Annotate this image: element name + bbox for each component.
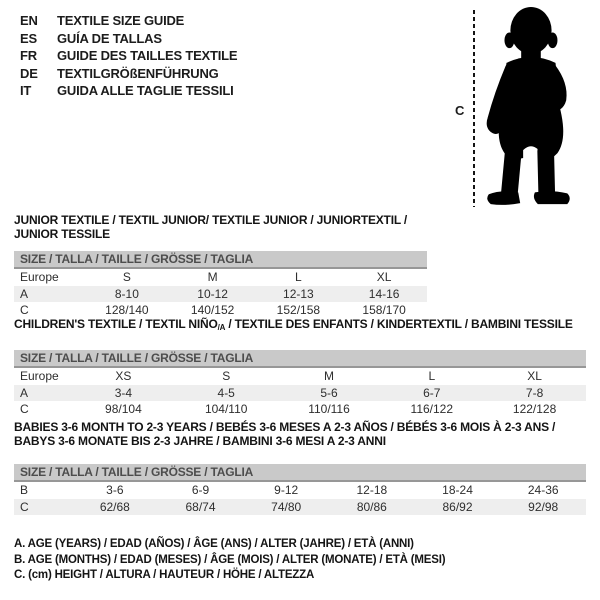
size-header-bar: SIZE / TALLA / TAILLE / GRÖSSE / TAGLIA	[14, 251, 427, 269]
size-header-label: SIZE / TALLA / TAILLE / GRÖSSE / TAGLIA	[20, 465, 254, 479]
language-title: GUIDE DES TAILLES TEXTILE	[57, 48, 238, 63]
table-row: C 98/104 104/110 110/116 116/122 122/128	[14, 401, 586, 418]
cell: 14-16	[368, 286, 400, 301]
note-c: C. (cm) HEIGHT / ALTURA / HAUTEUR / HÖHE…	[14, 569, 315, 581]
title-subscript: /A	[217, 323, 226, 332]
cell: 10-12	[197, 286, 228, 301]
row-label: Europe	[20, 270, 59, 285]
cell: 24-36	[527, 483, 559, 498]
cell: XL	[376, 270, 392, 285]
cell: 5-6	[320, 385, 338, 400]
cell: S	[222, 369, 231, 384]
table-row: A 8-10 10-12 12-13 14-16	[14, 285, 427, 302]
language-code: EN	[20, 13, 38, 28]
language-title: TEXTILGRÖßENFÜHRUNG	[57, 65, 219, 81]
language-row-de: DE TEXTILGRÖßENFÜHRUNG	[20, 65, 237, 83]
row-label: C	[20, 499, 29, 514]
legend-notes: A. AGE (YEARS) / EDAD (AÑOS) / ÂGE (ANS)…	[14, 537, 446, 584]
table-row: C 128/140 140/152 152/158 158/170	[14, 302, 427, 319]
language-row-en: EN TEXTILE SIZE GUIDE	[20, 12, 237, 30]
cell: 12-18	[356, 483, 388, 498]
language-list: EN TEXTILE SIZE GUIDE ES GUÍA DE TALLAS …	[20, 12, 238, 100]
language-code: FR	[20, 48, 37, 63]
language-title: TEXTILE SIZE GUIDE	[57, 13, 185, 28]
cell: 80/86	[356, 499, 387, 514]
cell: XS	[115, 369, 132, 384]
table-row: C 62/68 68/74 74/80 80/86 86/92 92/98	[14, 498, 586, 515]
size-table-junior: JUNIOR TEXTILE / TEXTIL JUNIOR/ TEXTILE …	[14, 213, 427, 319]
cell: 6-9	[191, 483, 210, 498]
row-label: Europe	[20, 369, 59, 384]
row-label: B	[20, 483, 29, 498]
language-code: DE	[20, 65, 38, 81]
cell: 104/110	[204, 402, 248, 417]
table-row: Europe S M L XL	[14, 269, 427, 286]
cell: 7-8	[525, 385, 544, 400]
language-code: ES	[20, 30, 37, 46]
table-row: Europe XS S M L XL	[14, 368, 586, 385]
cell: 74/80	[271, 499, 302, 514]
table-title-junior: JUNIOR TEXTILE / TEXTIL JUNIOR/ TEXTILE …	[14, 213, 408, 241]
language-title: GUÍA DE TALLAS	[57, 30, 162, 46]
size-table-babies: BABIES 3-6 MONTH TO 2-3 YEARS / BEBÉS 3-…	[14, 420, 586, 515]
cell: 9-12	[274, 483, 299, 498]
cell: XL	[527, 369, 542, 384]
language-row-es: ES GUÍA DE TALLAS	[20, 30, 237, 48]
cell: 86/92	[442, 499, 473, 514]
title-text: CHILDREN'S TEXTILE / TEXTIL NIÑO	[14, 317, 218, 331]
cell: 3-6	[106, 483, 124, 498]
title-line-2: BABYS 3-6 MONATE BIS 2-3 JAHRE / BAMBINI…	[14, 434, 386, 448]
cell: 98/104	[105, 402, 142, 417]
table-title-children: CHILDREN'S TEXTILE / TEXTIL NIÑO/A / TEX…	[14, 317, 586, 335]
row-label: A	[20, 385, 29, 400]
cell: 92/98	[528, 499, 559, 514]
size-header-label: SIZE / TALLA / TAILLE / GRÖSSE / TAGLIA	[20, 252, 254, 266]
language-code: IT	[20, 83, 32, 98]
cell: 110/116	[308, 402, 350, 417]
size-header-bar: SIZE / TALLA / TAILLE / GRÖSSE / TAGLIA	[14, 464, 586, 482]
cell: 8-10	[114, 286, 139, 301]
cell: 158/170	[362, 303, 406, 318]
row-label: C	[20, 303, 29, 318]
baby-silhouette-icon	[486, 6, 570, 205]
cell: 140/152	[190, 303, 235, 318]
cell: M	[323, 369, 334, 384]
language-row-it: IT GUIDA ALLE TAGLIE TESSILI	[20, 82, 237, 100]
cell: 68/74	[185, 499, 216, 514]
cell: 18-24	[442, 483, 473, 498]
cell: L	[428, 369, 436, 384]
cell: M	[207, 270, 218, 285]
table-title-babies: BABIES 3-6 MONTH TO 2-3 YEARS / BEBÉS 3-…	[14, 420, 586, 448]
cell: 116/122	[410, 402, 454, 417]
note-a: A. AGE (YEARS) / EDAD (AÑOS) / ÂGE (ANS)…	[14, 538, 414, 550]
cell: 152/158	[276, 303, 321, 318]
size-header-label: SIZE / TALLA / TAILLE / GRÖSSE / TAGLIA	[20, 351, 254, 365]
height-measure-line	[473, 10, 475, 207]
table-row: B 3-6 6-9 9-12 12-18 18-24 24-36	[14, 482, 586, 499]
cell: 122/128	[512, 402, 557, 417]
height-measure-label: C	[455, 103, 465, 118]
cell: 62/68	[99, 499, 130, 514]
table-row: A 3-4 4-5 5-6 6-7 7-8	[14, 384, 586, 401]
language-row-fr: FR GUIDE DES TAILLES TEXTILE	[20, 47, 238, 65]
language-title: GUIDA ALLE TAGLIE TESSILI	[57, 83, 234, 98]
size-header-bar: SIZE / TALLA / TAILLE / GRÖSSE / TAGLIA	[14, 350, 586, 368]
cell: 4-5	[217, 385, 235, 400]
cell: 6-7	[423, 385, 441, 400]
cell: L	[295, 270, 302, 285]
size-table-children: CHILDREN'S TEXTILE / TEXTIL NIÑO/A / TEX…	[14, 317, 586, 418]
row-label: C	[20, 402, 29, 417]
note-b: B. AGE (MONTHS) / EDAD (MESES) / ÂGE (MO…	[14, 553, 446, 566]
cell: 12-13	[283, 286, 314, 301]
cell: 128/140	[105, 303, 149, 318]
cell: 3-4	[114, 385, 133, 400]
cell: S	[122, 270, 131, 285]
title-line-1: BABIES 3-6 MONTH TO 2-3 YEARS / BEBÉS 3-…	[14, 420, 556, 434]
title-text: / TEXTILE DES ENFANTS / KINDERTEXTIL / B…	[225, 317, 573, 331]
row-label: A	[20, 286, 29, 301]
